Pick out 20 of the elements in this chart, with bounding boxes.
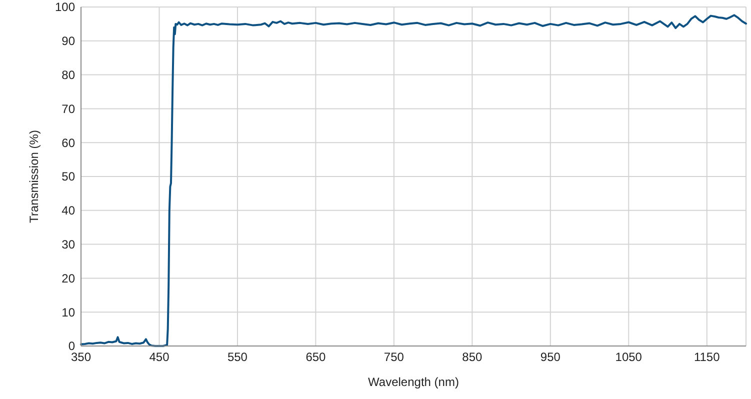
y-tick-label: 40 xyxy=(62,204,76,218)
y-tick-label: 90 xyxy=(62,34,76,48)
x-axis-title: Wavelength (nm) xyxy=(368,375,459,389)
y-tick-label: 70 xyxy=(62,102,76,116)
x-tick-label: 1150 xyxy=(694,350,720,364)
y-axis-title: Transmission (%) xyxy=(27,130,41,223)
x-tick-label: 450 xyxy=(149,350,170,364)
y-tick-label: 100 xyxy=(54,0,76,14)
x-tick-label: 650 xyxy=(306,350,326,364)
y-tick-label: 80 xyxy=(62,68,76,82)
y-tick-label: 60 xyxy=(62,136,76,150)
x-tick-label: 950 xyxy=(540,350,561,364)
x-tick-label: 1050 xyxy=(615,350,642,364)
y-tick-label: 30 xyxy=(62,238,76,252)
y-tick-label: 10 xyxy=(62,305,76,320)
y-tick-label: 20 xyxy=(62,271,76,286)
x-tick-label: 850 xyxy=(462,350,483,364)
y-tick-label: 50 xyxy=(62,170,76,184)
x-tick-label: 550 xyxy=(227,350,248,364)
x-tick-label: 750 xyxy=(384,350,404,364)
